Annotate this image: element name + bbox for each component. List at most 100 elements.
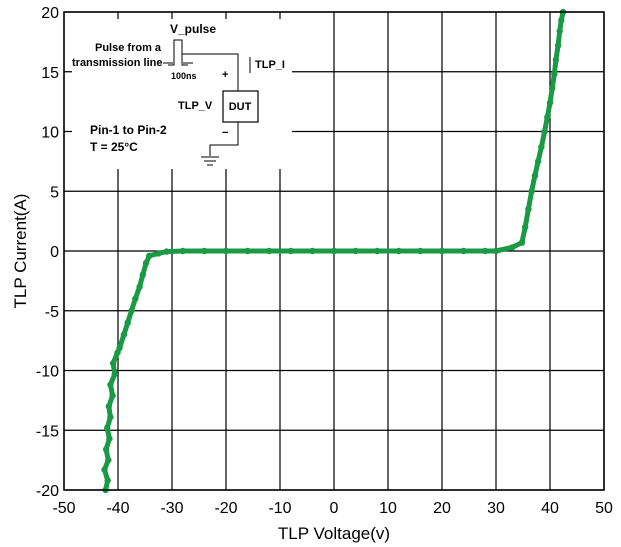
x-tick-label: 10 [379, 500, 397, 517]
signal-wire [182, 53, 239, 91]
data-point [201, 247, 208, 255]
data-point [163, 248, 170, 255]
data-curve [101, 8, 567, 494]
x-tick-label: 40 [541, 500, 559, 517]
x-tick-labels: -50 -40 -30 -20 -10 0 10 20 30 40 50 [52, 500, 613, 517]
data-point [116, 344, 123, 351]
pulse-waveform [168, 39, 188, 66]
data-point [146, 252, 153, 259]
data-point [287, 247, 294, 255]
data-point [482, 247, 489, 255]
data-point [136, 283, 143, 290]
data-point [105, 403, 113, 410]
data-point [109, 360, 117, 367]
pulse-desc-line2: transmission line [72, 57, 162, 69]
data-point [330, 247, 338, 255]
data-point [101, 466, 108, 473]
pulse-desc-line1: Pulse from a [95, 42, 162, 54]
data-point [534, 158, 542, 165]
data-point [124, 319, 131, 326]
y-tick-label: 15 [41, 65, 59, 82]
data-point [395, 247, 402, 255]
data-point [352, 247, 359, 255]
x-tick-label: -20 [214, 500, 237, 517]
y-tick-label: -15 [36, 423, 59, 440]
condition-line2: T = 25°C [90, 140, 138, 154]
y-axis-title: TLP Current(A) [11, 194, 30, 309]
data-point [128, 307, 135, 314]
data-point [546, 99, 554, 107]
data-point [114, 349, 121, 356]
pulse-width-label: 100ns [171, 71, 197, 81]
y-tick-labels: -20 -15 -10 -5 0 5 10 15 20 [36, 5, 59, 500]
data-point [139, 271, 146, 279]
x-tick-label: 0 [330, 500, 339, 517]
data-point [552, 56, 560, 63]
dut-box [222, 90, 259, 123]
data-point [244, 247, 251, 255]
x-axis-title: TLP Voltage(v) [278, 524, 390, 543]
data-point [266, 247, 273, 255]
plot-frame [63, 11, 605, 491]
x-tick-label: -40 [106, 500, 129, 517]
data-point [109, 392, 116, 399]
data-point [509, 244, 516, 251]
data-point [528, 188, 535, 195]
data-point [417, 247, 424, 255]
data-point [179, 247, 186, 255]
y-tick-label: -20 [36, 483, 59, 500]
inset-schematic: V_pulse Pulse from a transmission line 1… [72, 19, 292, 169]
data-point [558, 17, 565, 24]
data-point [531, 172, 539, 179]
y-tick-label: 10 [41, 125, 59, 142]
data-point [438, 247, 446, 255]
x-tick-label: -10 [268, 500, 291, 517]
data-point [551, 70, 558, 78]
pulse-label: V_pulse [170, 22, 216, 36]
data-point [492, 247, 500, 255]
data-point [107, 413, 114, 421]
data-point [105, 456, 112, 464]
data-point [460, 247, 467, 255]
y-tick-label: 5 [50, 184, 59, 201]
data-point [518, 239, 526, 246]
plus-sign: + [222, 69, 228, 81]
data-point [541, 128, 548, 135]
data-point [104, 477, 111, 484]
y-tick-label: -5 [45, 304, 59, 321]
x-tick-label: 20 [433, 500, 451, 517]
data-point [132, 295, 139, 302]
voltage-label: TLP_V [178, 100, 213, 112]
data-point [107, 381, 114, 388]
minus-sign: − [222, 127, 228, 139]
x-tick-label: -50 [52, 500, 75, 517]
data-point [374, 247, 381, 255]
data-point [522, 223, 529, 231]
data-point [155, 250, 162, 257]
x-tick-label: 30 [487, 500, 505, 517]
data-point [222, 247, 230, 255]
data-point [554, 42, 562, 49]
data-point [525, 206, 532, 213]
data-point [538, 143, 545, 151]
data-point [120, 331, 128, 338]
y-tick-label: 0 [50, 244, 59, 261]
data-point [556, 27, 563, 35]
data-point [104, 424, 111, 432]
data-point [309, 247, 316, 255]
data-point [142, 259, 150, 267]
ground-wire [209, 122, 239, 156]
current-label: TLP_I [255, 59, 285, 71]
data-point [544, 114, 551, 121]
data-point [111, 370, 119, 378]
y-tick-label: 20 [41, 5, 59, 22]
y-tick-label: -10 [36, 364, 59, 381]
x-tick-label: 50 [595, 500, 613, 517]
data-point [549, 85, 556, 92]
dut-label: DUT [229, 101, 252, 113]
x-tick-label: -30 [160, 500, 183, 517]
data-point [106, 435, 113, 442]
condition-line1: Pin-1 to Pin-2 [90, 123, 167, 137]
data-point [102, 446, 110, 453]
